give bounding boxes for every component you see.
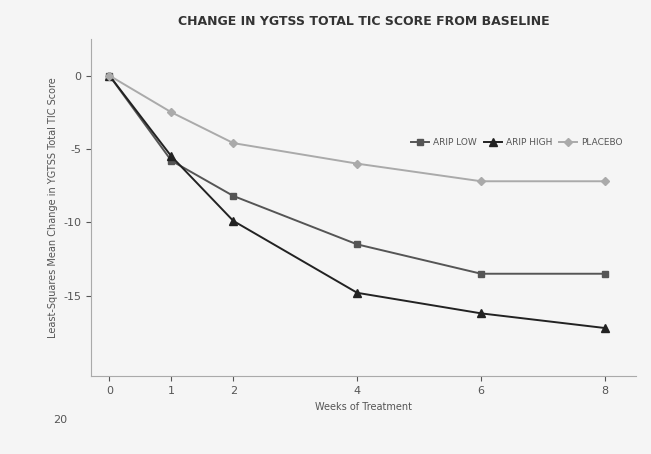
Legend: ARIP LOW, ARIP HIGH, PLACEBO: ARIP LOW, ARIP HIGH, PLACEBO [408,134,626,151]
Line: ARIP LOW: ARIP LOW [106,72,609,277]
Text: 20: 20 [53,415,67,425]
ARIP HIGH [353,290,361,296]
ARIP HIGH [477,311,485,316]
ARIP LOW [229,193,237,199]
Y-axis label: Least-Squares Mean Change in YGTSS Total TIC Score: Least-Squares Mean Change in YGTSS Total… [48,77,57,338]
ARIP HIGH [229,218,237,224]
ARIP HIGH [105,73,113,78]
ARIP LOW [601,271,609,276]
PLACEBO [477,178,485,184]
ARIP LOW [105,73,113,78]
ARIP HIGH [601,326,609,331]
PLACEBO [229,140,237,146]
PLACEBO [105,73,113,78]
ARIP HIGH [167,153,175,159]
Line: PLACEBO: PLACEBO [107,73,608,184]
PLACEBO [601,178,609,184]
Title: CHANGE IN YGTSS TOTAL TIC SCORE FROM BASELINE: CHANGE IN YGTSS TOTAL TIC SCORE FROM BAS… [178,15,549,28]
ARIP LOW [353,242,361,247]
Line: ARIP HIGH: ARIP HIGH [105,71,609,332]
ARIP LOW [477,271,485,276]
ARIP LOW [167,158,175,163]
X-axis label: Weeks of Treatment: Weeks of Treatment [315,402,412,412]
PLACEBO [167,109,175,115]
PLACEBO [353,161,361,166]
